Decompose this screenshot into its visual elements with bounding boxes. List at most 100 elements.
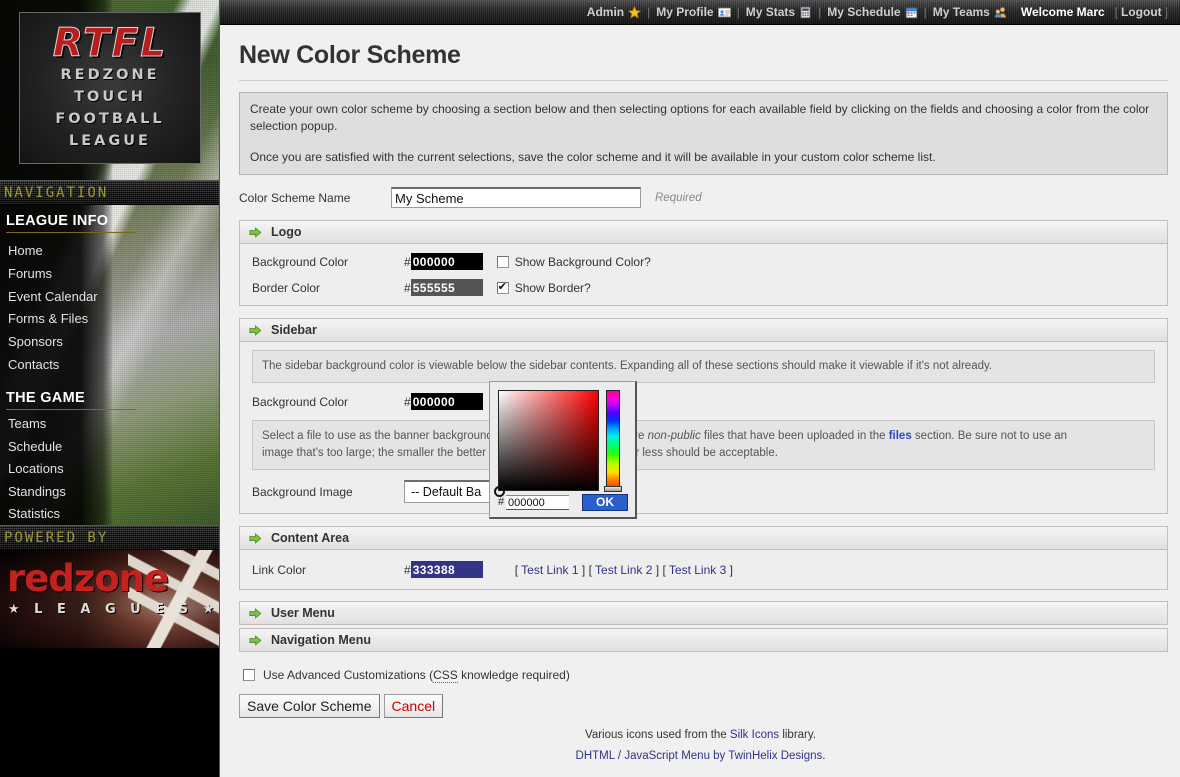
league-logo-line4: LEAGUE bbox=[69, 133, 151, 149]
logo-border-color-hash: # bbox=[404, 280, 411, 295]
twinhelix-link[interactable]: DHTML / JavaScript Menu by TwinHelix Des… bbox=[575, 750, 823, 762]
advanced-customizations-checkbox[interactable] bbox=[243, 669, 255, 681]
star-icon bbox=[627, 5, 642, 19]
logo-show-background-checkbox[interactable] bbox=[496, 255, 509, 268]
title-divider bbox=[239, 80, 1168, 81]
league-logo-line2: TOUCH bbox=[74, 89, 146, 105]
topbar-link-admin[interactable]: Admin bbox=[586, 5, 625, 19]
test-links-group: [ Test Link 1 ] [ Test Link 2 ] [ Test L… bbox=[515, 563, 733, 577]
note-italic-nonpublic: non-public bbox=[647, 430, 701, 442]
sidebar-background-image-select[interactable]: -- Default Ba bbox=[404, 480, 509, 503]
page-footer: Various icons used from the Silk Icons l… bbox=[221, 725, 1180, 767]
powered-by-led-label: POWERED BY bbox=[4, 530, 109, 546]
sidebar-item-sponsors[interactable]: Sponsors bbox=[8, 334, 63, 349]
note-part-1: Select a file to use as the banner backg… bbox=[262, 430, 493, 442]
cancel-button[interactable]: Cancel bbox=[383, 694, 444, 718]
sidebar-item-standings[interactable]: Standings bbox=[8, 484, 66, 499]
logout-link[interactable]: Logout bbox=[1121, 5, 1162, 19]
sidebar-background-image-row: Background Image -- Default Ba bbox=[252, 480, 1155, 503]
sidebar-item-contacts[interactable]: Contacts bbox=[8, 357, 60, 372]
football-laces-image bbox=[128, 550, 219, 648]
intro-paragraph-2: Once you are satisfied with the current … bbox=[250, 150, 936, 164]
section-header-navigation-menu[interactable]: Navigation Menu bbox=[239, 628, 1168, 652]
logo-border-color-row: Border Color # Show Border? bbox=[252, 279, 1155, 296]
section-header-content-area[interactable]: Content Area bbox=[239, 526, 1168, 550]
logo-show-border-checkbox[interactable] bbox=[496, 280, 509, 294]
section-title-user-menu: User Menu bbox=[271, 606, 335, 620]
silk-icons-link[interactable]: Silk Icons bbox=[729, 729, 780, 741]
sidebar-background-image-note: Select a file to use as the banner backg… bbox=[252, 420, 1155, 470]
calendar-icon bbox=[905, 6, 918, 19]
sidebar-item-statistics[interactable]: Statistics bbox=[8, 506, 61, 521]
sidebar-background-color-label: Background Color bbox=[252, 394, 349, 409]
color-picker-hex-input[interactable] bbox=[506, 495, 569, 510]
sidebar-item-home[interactable]: Home bbox=[8, 243, 43, 258]
sidebar-item-forms-files[interactable]: Forms & Files bbox=[8, 311, 89, 326]
advanced-customizations-row: Use Advanced Customizations (CSS knowled… bbox=[239, 668, 1168, 683]
section-header-sidebar[interactable]: Sidebar bbox=[239, 318, 1168, 342]
color-picker-saturation-value-area[interactable] bbox=[498, 390, 599, 491]
color-picker-sv-marker[interactable] bbox=[494, 486, 505, 497]
sidebar-item-forums[interactable]: Forums bbox=[8, 266, 53, 281]
redzone-leagues-logo[interactable]: redzone ★ L E A G U E S ★ bbox=[0, 550, 220, 648]
logo-background-color-input[interactable] bbox=[410, 253, 483, 270]
scheme-name-row: Color Scheme Name Required bbox=[239, 187, 1168, 208]
note-part-4: section. Be sure not to use an bbox=[914, 430, 1068, 442]
advanced-label-before: Use Advanced Customizations ( bbox=[263, 668, 434, 682]
link-color-input[interactable] bbox=[410, 561, 483, 578]
arrow-right-icon bbox=[249, 324, 262, 337]
topbar-separator: | bbox=[736, 5, 740, 19]
sidebar-item-locations[interactable]: Locations bbox=[8, 461, 64, 476]
topbar-link-my-stats[interactable]: My Stats bbox=[745, 5, 796, 19]
topbar-link-my-schedule[interactable]: My Schedule bbox=[827, 5, 901, 19]
color-picker-hue-strip[interactable] bbox=[606, 390, 620, 491]
advanced-customizations-label: Use Advanced Customizations (CSS knowled… bbox=[263, 668, 570, 683]
topbar-link-my-teams[interactable]: My Teams bbox=[932, 5, 990, 19]
arrow-right-icon bbox=[249, 532, 262, 545]
bracket-open-3: [ bbox=[662, 562, 666, 577]
color-picker-hash: # bbox=[498, 496, 505, 508]
sidebar-background-color-row: Background Color # bbox=[252, 393, 1155, 410]
footer-line1-before: Various icons used from the bbox=[585, 729, 730, 741]
navigation-led-header: NAVIGATION bbox=[0, 180, 219, 205]
bracket-close-3: ] bbox=[729, 562, 733, 577]
league-logo-panel[interactable]: RTFL REDZONE TOUCH FOOTBALL LEAGUE bbox=[19, 12, 201, 164]
color-picker-ok-button[interactable]: OK bbox=[582, 494, 628, 511]
scheme-name-input[interactable] bbox=[391, 187, 641, 208]
topbar-separator: | bbox=[923, 5, 927, 19]
sidebar: RTFL REDZONE TOUCH FOOTBALL LEAGUE NAVIG… bbox=[0, 0, 220, 777]
section-header-logo[interactable]: Logo bbox=[239, 220, 1168, 244]
link-color-label: Link Color bbox=[252, 562, 307, 577]
save-color-scheme-button[interactable]: Save Color Scheme bbox=[239, 694, 380, 718]
sidebar-item-event-calendar[interactable]: Event Calendar bbox=[8, 289, 98, 304]
logout-bracket-open: [ bbox=[1114, 5, 1118, 19]
topbar-link-my-profile[interactable]: My Profile bbox=[656, 5, 714, 19]
section-body-content-area: Link Color # [ Test Link 1 ] [ Test Link… bbox=[239, 550, 1168, 590]
sidebar-group-title-league-info: LEAGUE INFO bbox=[6, 213, 136, 233]
page-title: New Color Scheme bbox=[239, 41, 461, 69]
link-color-hash: # bbox=[404, 562, 411, 577]
section-body-logo: Background Color # Show Background Color… bbox=[239, 244, 1168, 306]
logo-background-color-hash: # bbox=[404, 254, 411, 269]
logout-bracket-close: ] bbox=[1164, 5, 1168, 19]
color-picker-popup[interactable]: # OK bbox=[489, 381, 637, 519]
logo-show-border-label: Show Border? bbox=[514, 280, 591, 295]
test-link-3[interactable]: Test Link 3 bbox=[668, 562, 727, 577]
sidebar-item-schedule[interactable]: Schedule bbox=[8, 439, 63, 454]
powered-by-led-header: POWERED BY bbox=[0, 525, 219, 550]
bracket-open-2: [ bbox=[588, 562, 592, 577]
color-picker-hue-marker[interactable] bbox=[604, 486, 622, 492]
test-link-2[interactable]: Test Link 2 bbox=[595, 562, 653, 577]
files-link[interactable]: files bbox=[888, 430, 912, 442]
topbar-separator: | bbox=[818, 5, 822, 19]
note-part-3: files that have been uploaded in the bbox=[703, 430, 886, 442]
logo-border-color-input[interactable] bbox=[410, 279, 483, 296]
arrow-right-icon bbox=[249, 634, 262, 647]
test-link-1[interactable]: Test Link 1 bbox=[521, 562, 579, 577]
section-header-user-menu[interactable]: User Menu bbox=[239, 601, 1168, 625]
sidebar-background-note: The sidebar background color is viewable… bbox=[252, 350, 1155, 383]
sidebar-item-teams[interactable]: Teams bbox=[8, 416, 47, 431]
sidebar-background-color-input[interactable] bbox=[410, 393, 483, 410]
advanced-label-after: knowledge required) bbox=[457, 668, 570, 682]
leagues-wordmark: ★ L E A G U E S ★ bbox=[8, 602, 220, 617]
